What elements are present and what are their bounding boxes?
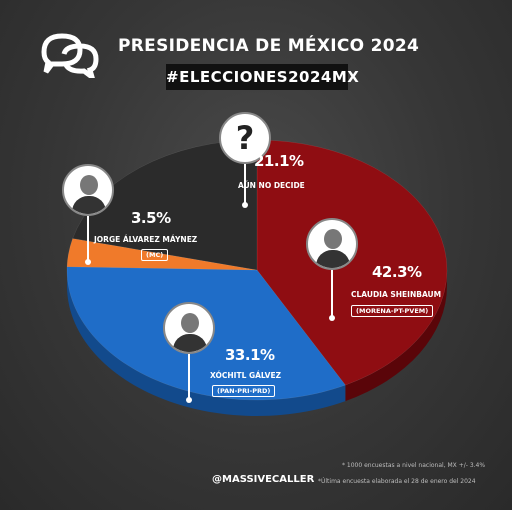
alvarez-party: (MC) [141, 249, 169, 261]
galvez-label: XÓCHITL GÁLVEZ [210, 371, 282, 380]
avatar-sheinbaum [306, 218, 358, 270]
sheinbaum-party: (MORENA-PT-PVEM) [351, 305, 434, 317]
sheinbaum-percent: 42.3% [372, 263, 422, 281]
avatar-galvez [163, 302, 215, 354]
sheinbaum-slice [256, 139, 448, 386]
undecided-percent: 21.1% [254, 152, 304, 170]
sheinbaum-label: CLAUDIA SHEINBAUM [351, 290, 442, 299]
avatar-alvarez-maynez [62, 164, 114, 216]
leader-dot-3 [186, 397, 192, 403]
chart-title: PRESIDENCIA DE MÉXICO 2024 [118, 36, 420, 56]
alvarez-label: JORGE ÁLVAREZ MÁYNEZ [94, 235, 198, 244]
sheinbaum-slice-side [345, 270, 447, 402]
leader-dot-1 [85, 259, 91, 265]
hashtag-banner: #ELECCIONES2024MX [166, 64, 359, 90]
alvarez-slice [66, 238, 258, 271]
footnote-sample: * 1000 encuestas a nivel nacional, MX +/… [342, 462, 486, 469]
leader-dot-2 [329, 315, 335, 321]
footnote-date: *Última encuesta elaborada el 28 de ener… [318, 478, 476, 485]
galvez-party: (PAN-PRI-PRD) [212, 385, 276, 397]
undecided-label: AÚN NO DECIDE [238, 181, 305, 190]
undecided-question-icon: ? [219, 112, 271, 164]
logo-icon [41, 33, 99, 78]
galvez-slice-side [67, 270, 346, 417]
footer-handle: @MASSIVECALLER [212, 474, 315, 485]
galvez-percent: 33.1% [225, 346, 275, 364]
leader-dot-0 [242, 202, 248, 208]
alvarez-percent: 3.5% [131, 209, 171, 227]
